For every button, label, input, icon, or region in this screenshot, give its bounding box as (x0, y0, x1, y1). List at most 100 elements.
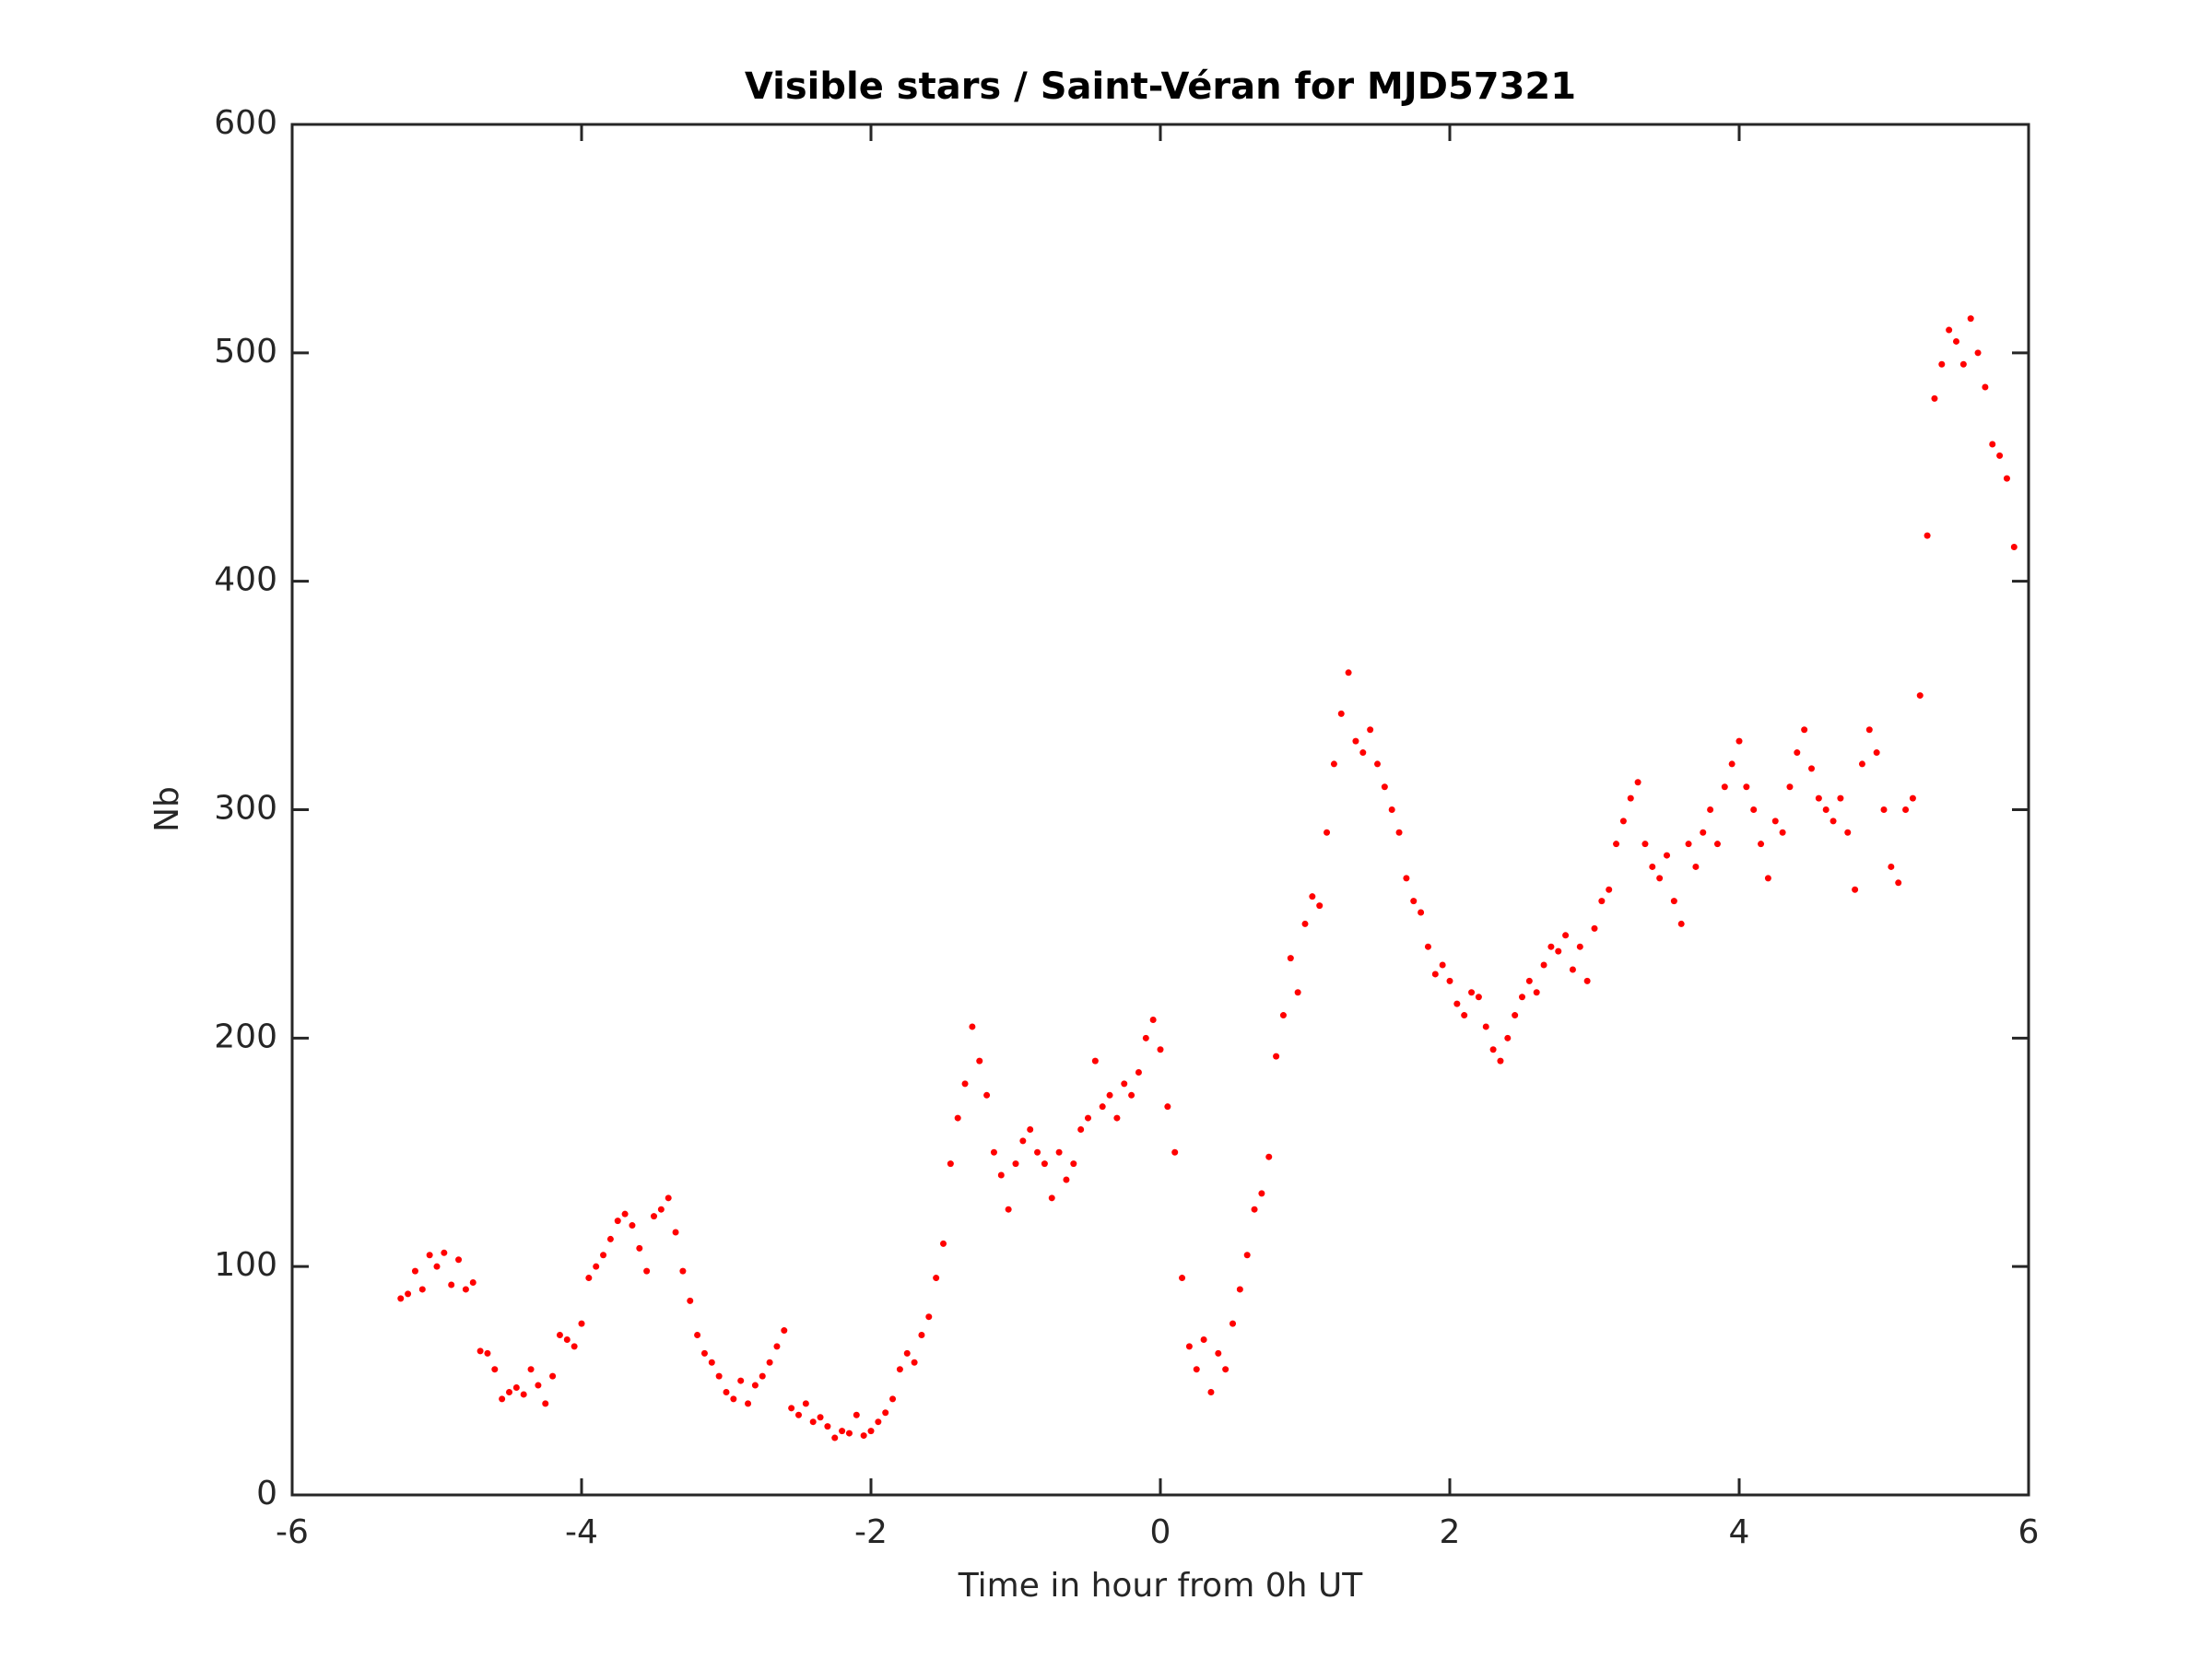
data-point (1779, 829, 1786, 836)
data-point (1946, 326, 1953, 334)
data-point (1713, 841, 1721, 848)
data-point (418, 1286, 426, 1293)
data-point (918, 1332, 925, 1339)
data-point (1193, 1366, 1200, 1373)
data-point (1808, 765, 1815, 772)
data-point (969, 1023, 976, 1030)
data-point (990, 1148, 997, 1156)
data-point (1012, 1160, 1019, 1168)
data-point (1324, 829, 1331, 836)
data-point (940, 1240, 947, 1247)
data-point (1771, 818, 1779, 825)
data-point (1547, 943, 1555, 950)
data-point (911, 1359, 918, 1366)
data-point (1902, 806, 1910, 813)
data-point (882, 1409, 889, 1417)
data-point (1215, 1349, 1222, 1357)
data-point (1613, 841, 1620, 848)
data-point (1207, 1388, 1215, 1395)
data-point (817, 1414, 824, 1421)
data-point (1243, 1252, 1251, 1259)
data-point (1562, 932, 1570, 939)
data-point (1656, 875, 1664, 882)
data-point (795, 1411, 802, 1418)
data-point (961, 1080, 969, 1088)
data-point (1482, 1023, 1489, 1030)
data-point (1468, 989, 1476, 996)
data-point (1149, 1017, 1157, 1024)
data-point (1236, 1286, 1243, 1293)
y-tick-label: 0 (256, 1475, 277, 1512)
data-point (1591, 924, 1598, 932)
data-point (1287, 955, 1294, 962)
data-point (1996, 452, 2004, 459)
data-point (1786, 783, 1794, 791)
data-point (549, 1372, 557, 1380)
data-point (1504, 1034, 1512, 1041)
data-point (730, 1395, 737, 1403)
data-point (1121, 1080, 1128, 1088)
data-point (563, 1335, 571, 1343)
data-point (606, 1235, 614, 1242)
x-tick-label: 0 (1150, 1513, 1171, 1551)
data-point (1164, 1103, 1171, 1111)
data-point (2010, 543, 2018, 550)
data-point (860, 1432, 867, 1440)
data-point (889, 1395, 897, 1403)
data-point (1099, 1103, 1106, 1111)
data-point (853, 1411, 860, 1418)
data-point (824, 1423, 831, 1430)
data-point (1880, 806, 1888, 813)
data-point (1403, 875, 1410, 882)
data-point (1048, 1194, 1055, 1202)
data-point (1337, 710, 1345, 717)
data-point (672, 1229, 679, 1236)
data-point (542, 1400, 549, 1407)
data-point (585, 1275, 593, 1282)
data-point (1345, 669, 1352, 677)
data-point (1200, 1335, 1207, 1343)
data-point (766, 1359, 773, 1366)
data-point (1316, 902, 1324, 910)
data-point (535, 1382, 542, 1389)
x-tick-label: 6 (2018, 1513, 2040, 1551)
data-point (1041, 1160, 1048, 1168)
data-point (1063, 1176, 1070, 1183)
x-tick-label: 4 (1729, 1513, 1750, 1551)
data-point (499, 1395, 506, 1403)
data-point (1837, 794, 1844, 802)
data-point (1938, 360, 1946, 368)
data-point (1439, 961, 1446, 969)
data-point (1758, 841, 1765, 848)
data-point (1627, 794, 1634, 802)
data-point (1519, 994, 1525, 1001)
data-point (1664, 852, 1670, 859)
data-point (600, 1252, 607, 1259)
data-point (845, 1430, 853, 1437)
data-point (831, 1434, 839, 1441)
data-point (1989, 441, 1996, 448)
data-point (1005, 1206, 1012, 1213)
data-point (651, 1213, 657, 1220)
data-point (809, 1418, 817, 1426)
data-point (1743, 783, 1750, 791)
data-point (1895, 879, 1902, 887)
data-point (1931, 394, 1938, 402)
data-point (636, 1244, 643, 1252)
data-point (1424, 943, 1431, 950)
data-point (1721, 783, 1728, 791)
data-point (441, 1249, 448, 1256)
plot-frame (290, 123, 2030, 1497)
data-point (1967, 315, 1974, 323)
data-point (1106, 1091, 1113, 1099)
data-point (1858, 760, 1865, 768)
data-point (1598, 898, 1606, 905)
data-point (1959, 360, 1967, 368)
data-point (512, 1384, 520, 1392)
data-point (643, 1267, 651, 1275)
data-point (925, 1313, 933, 1321)
data-point (1085, 1114, 1091, 1122)
data-point (1974, 349, 1982, 357)
data-point (1258, 1190, 1265, 1197)
